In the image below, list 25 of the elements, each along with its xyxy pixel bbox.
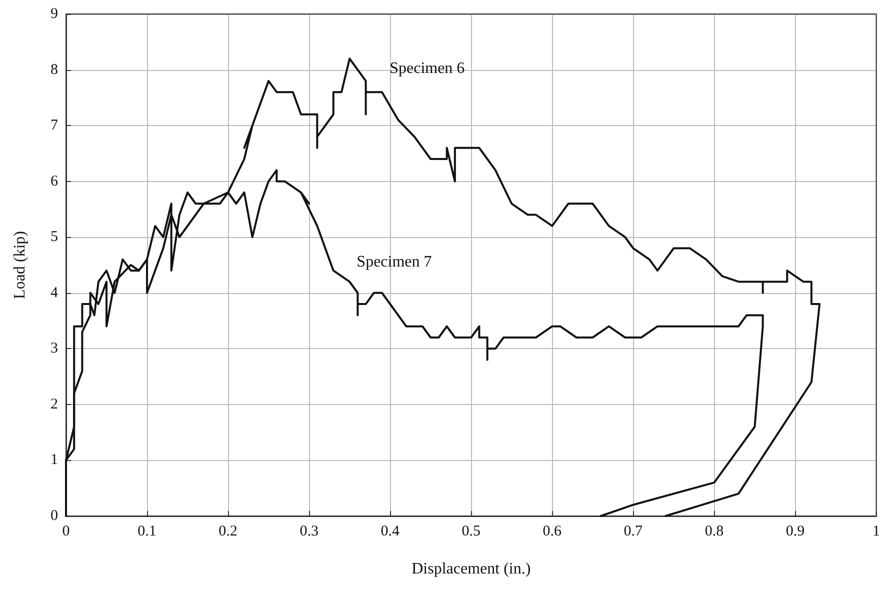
x-tick-label: 0 xyxy=(62,524,70,540)
y-tick-label: 1 xyxy=(50,452,58,468)
x-tick-label: 0.4 xyxy=(380,524,400,540)
x-tick-label: 0.5 xyxy=(462,524,480,540)
x-tick-label: 0.8 xyxy=(704,524,724,540)
x-tick-label: 0.9 xyxy=(786,524,805,540)
y-tick-label: 3 xyxy=(50,340,58,357)
x-tick-label: 1 xyxy=(872,524,880,540)
x-tick-label: 0.3 xyxy=(300,524,318,540)
y-tick-label: 0 xyxy=(50,508,58,524)
x-tick-label: 0.6 xyxy=(542,524,562,540)
y-tick-label: 5 xyxy=(50,229,58,246)
x-tick-label: 0.7 xyxy=(624,524,644,540)
y-tick-label: 9 xyxy=(50,6,58,22)
x-tick-label: 0.2 xyxy=(218,524,238,540)
y-tick-label: 7 xyxy=(50,118,58,134)
y-tick-label: 4 xyxy=(50,284,58,301)
y-tick-label: 8 xyxy=(50,62,58,78)
series-label: Specimen 7 xyxy=(356,254,432,271)
y-tick-label: 2 xyxy=(50,396,58,412)
y-tick-label: 6 xyxy=(50,173,58,190)
x-tick-label: 0.1 xyxy=(138,524,156,540)
series-label: Specimen 6 xyxy=(390,60,465,78)
y-axis-title: Load (kip) xyxy=(12,231,28,299)
x-axis-title: Displacement (in.) xyxy=(412,560,531,578)
